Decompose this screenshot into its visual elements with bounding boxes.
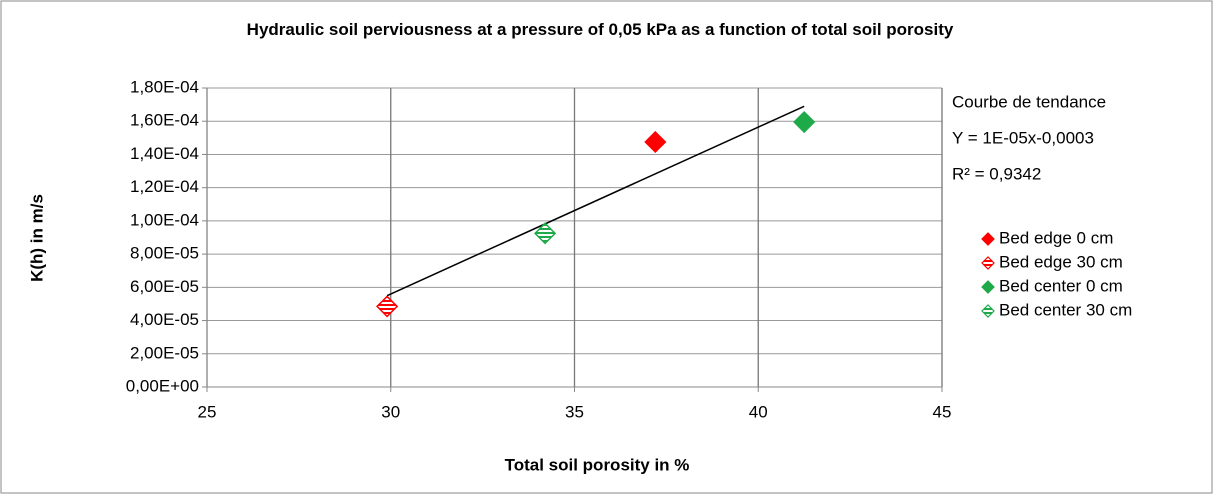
legend-marker: [981, 256, 995, 270]
y-tick-label: 1,00E-04: [130, 210, 199, 229]
y-tick-label: 0,00E+00: [126, 376, 199, 395]
y-tick-label: 4,00E-05: [130, 310, 199, 329]
x-tick-label: 35: [565, 402, 584, 421]
annotation: R² = 0,9342: [952, 164, 1041, 183]
y-tick-label: 1,60E-04: [130, 111, 199, 130]
x-tick-label: 40: [749, 402, 768, 421]
y-tick-label: 2,00E-05: [130, 343, 199, 362]
trendline: [386, 105, 805, 297]
data-point: [376, 295, 399, 318]
annotation: Courbe de tendance: [952, 92, 1106, 111]
x-tick-label: 25: [198, 402, 217, 421]
legend-label: Bed center 30 cm: [999, 300, 1132, 319]
legend-marker: [981, 304, 995, 318]
legend-label: Bed edge 0 cm: [999, 228, 1113, 247]
chart-title: Hydraulic soil perviousness at a pressur…: [246, 20, 954, 39]
data-point: [644, 130, 667, 154]
y-axis-label: K(h) in m/s: [27, 194, 46, 282]
y-tick-label: 1,20E-04: [130, 177, 199, 196]
legend-marker: [981, 280, 995, 294]
y-tick-label: 1,40E-04: [130, 144, 199, 163]
y-tick-label: 6,00E-05: [130, 277, 199, 296]
y-tick-label: 1,80E-04: [130, 77, 199, 96]
data-point: [534, 222, 557, 245]
x-axis-label: Total soil porosity in %: [505, 455, 690, 474]
data-point: [793, 110, 816, 134]
legend-marker: [981, 232, 995, 246]
x-tick-label: 45: [933, 402, 952, 421]
legend-label: Bed center 0 cm: [999, 276, 1123, 295]
y-tick-label: 8,00E-05: [130, 244, 199, 263]
legend-label: Bed edge 30 cm: [999, 252, 1123, 271]
annotation: Y = 1E-05x-0,0003: [952, 128, 1094, 147]
x-tick-label: 30: [381, 402, 400, 421]
